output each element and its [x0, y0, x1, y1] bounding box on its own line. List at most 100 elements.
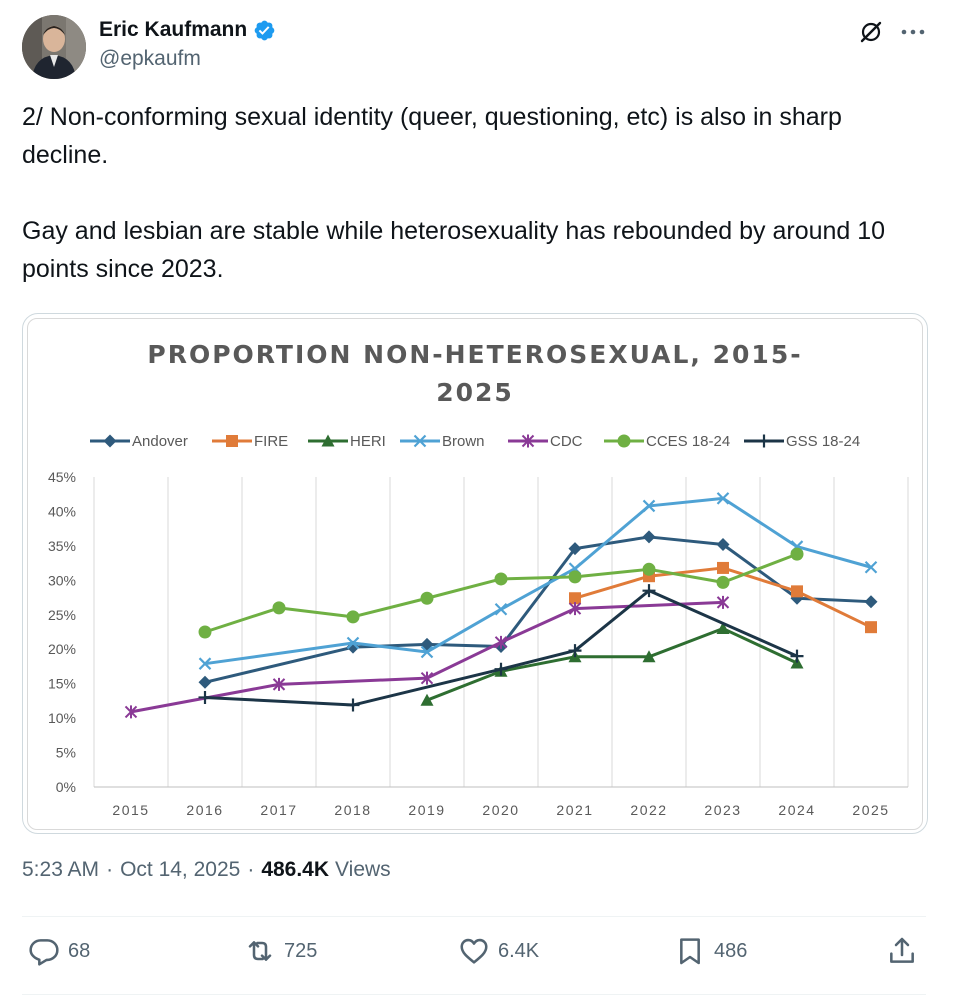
repost-button[interactable]: 725 — [244, 935, 317, 967]
legend-item: Andover — [90, 433, 188, 450]
data-point — [864, 595, 878, 609]
legend-marker — [226, 435, 238, 447]
data-point — [494, 602, 508, 616]
data-point — [642, 530, 656, 544]
legend-label: Brown — [442, 433, 485, 450]
data-point — [420, 645, 434, 659]
chart-plot — [124, 492, 878, 719]
tweet-date[interactable]: Oct 14, 2025 — [120, 858, 241, 881]
tweet-text: 2/ Non-conforming sexual identity (queer… — [22, 98, 922, 288]
x-tick-label: 2020 — [482, 802, 519, 818]
x-tick-label: 2017 — [260, 802, 297, 818]
reply-count: 68 — [68, 939, 91, 962]
legend-label: FIRE — [254, 433, 288, 450]
data-point — [642, 650, 656, 663]
x-tick-label: 2019 — [408, 802, 445, 818]
x-tick-label: 2023 — [704, 802, 741, 818]
chart-y-axis: 0% 5% 10% 15% 20% 25% 30% 35% 40% 45% — [48, 469, 76, 795]
series-cces-18-24 — [198, 547, 804, 639]
x-tick-label: 2015 — [112, 802, 149, 818]
tweet-meta: 5:23 AM · Oct 14, 2025 · 486.4K Views — [22, 858, 391, 882]
bookmark-button[interactable]: 486 — [674, 935, 747, 967]
share-icon — [890, 937, 914, 963]
repost-icon — [248, 941, 272, 961]
author-handle[interactable]: @epkaufm — [99, 47, 201, 70]
chart-grid — [93, 477, 909, 788]
data-point — [494, 572, 508, 586]
y-tick-label: 30% — [48, 572, 76, 588]
data-point — [569, 592, 581, 605]
data-point — [790, 649, 804, 663]
chart-title-line-2: 2025 — [436, 378, 514, 407]
avatar[interactable] — [22, 15, 86, 79]
bookmark-icon — [680, 938, 700, 965]
legend-marker — [617, 434, 631, 448]
legend-label: HERI — [350, 433, 386, 450]
tweet-paragraph: 2/ Non-conforming sexual identity (queer… — [22, 103, 842, 169]
data-point — [198, 625, 212, 639]
author-name[interactable]: Eric Kaufmann — [99, 18, 248, 41]
bookmark-count: 486 — [714, 939, 748, 962]
series-line — [204, 589, 798, 707]
y-tick-label: 15% — [48, 676, 76, 692]
data-point — [568, 542, 582, 556]
legend-marker — [757, 434, 771, 448]
data-point — [642, 584, 656, 598]
legend-item: HERI — [308, 433, 386, 450]
data-point — [420, 637, 434, 651]
data-point — [716, 595, 730, 609]
y-tick-label: 45% — [48, 469, 76, 485]
x-tick-label: 2024 — [778, 802, 815, 818]
like-button[interactable]: 6.4K — [458, 935, 539, 967]
legend-label: GSS 18-24 — [786, 433, 860, 450]
data-point — [272, 601, 286, 615]
reply-button[interactable]: 68 — [28, 935, 90, 967]
grok-icon[interactable] — [858, 19, 884, 45]
data-point — [716, 538, 730, 552]
legend-marker — [103, 434, 117, 448]
y-tick-label: 35% — [48, 538, 76, 554]
data-point — [716, 575, 730, 589]
chart-title-line-1: PROPORTION NON-HETEROSEXUAL, 2015- — [147, 340, 802, 369]
tweet-paragraph: Gay and lesbian are stable while heteros… — [22, 217, 886, 283]
data-point — [568, 644, 582, 658]
meta-separator: · — [106, 858, 114, 881]
legend-marker — [321, 434, 335, 447]
chart-frame: PROPORTION NON-HETEROSEXUAL, 2015- 2025 … — [27, 318, 923, 830]
data-point — [716, 622, 730, 635]
legend-label: CDC — [550, 433, 583, 450]
divider — [22, 916, 926, 917]
legend-item: FIRE — [212, 433, 288, 450]
more-icon[interactable] — [898, 19, 928, 45]
data-point — [568, 570, 582, 584]
data-point — [494, 635, 508, 649]
tweet-time[interactable]: 5:23 AM — [22, 858, 100, 881]
y-tick-label: 10% — [48, 710, 76, 726]
like-count: 6.4K — [498, 939, 540, 962]
series-cdc — [124, 595, 730, 719]
data-point — [420, 591, 434, 605]
series-line — [130, 600, 724, 714]
x-tick-label: 2021 — [556, 802, 593, 818]
meta-separator: · — [247, 858, 255, 881]
tweet-header: Eric Kaufmann @epkaufm — [22, 15, 938, 79]
x-tick-label: 2016 — [186, 802, 223, 818]
legend-item: CCES 18-24 — [604, 433, 730, 450]
data-point — [791, 585, 803, 598]
legend-label: CCES 18-24 — [646, 433, 730, 450]
x-tick-label: 2025 — [852, 802, 889, 818]
data-point — [716, 492, 730, 505]
legend-label: Andover — [132, 433, 188, 450]
tweet-media[interactable]: PROPORTION NON-HETEROSEXUAL, 2015- 2025 … — [22, 313, 928, 834]
legend-marker — [521, 434, 535, 448]
y-tick-label: 0% — [56, 779, 76, 795]
data-point — [420, 671, 434, 685]
data-point — [865, 621, 877, 634]
data-point — [346, 636, 360, 650]
data-point — [346, 698, 360, 712]
series-line — [204, 552, 798, 634]
divider — [22, 994, 926, 995]
share-button[interactable] — [886, 935, 918, 967]
repost-count: 725 — [284, 939, 318, 962]
data-point — [198, 690, 212, 704]
